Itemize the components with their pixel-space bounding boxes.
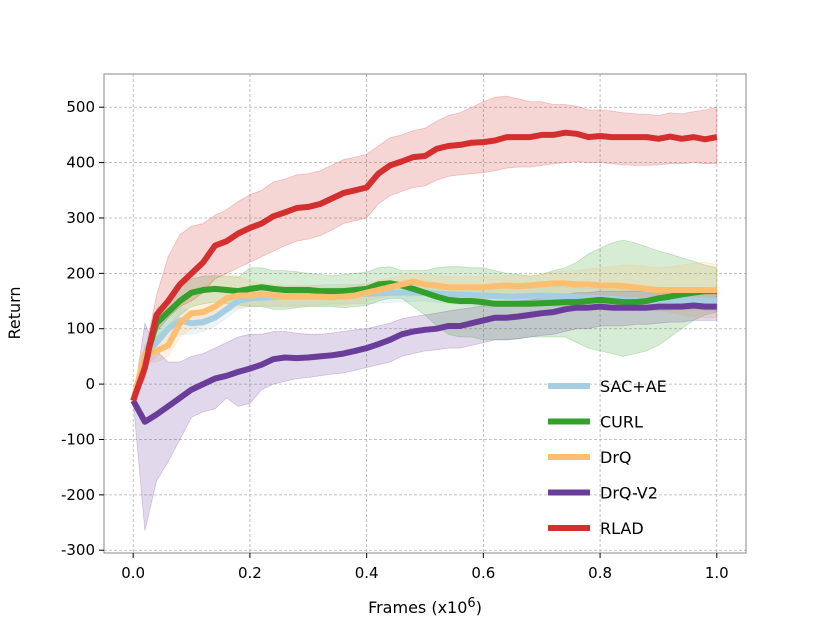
x-tick-label: 0.6: [471, 564, 495, 582]
series-lines: [130, 129, 718, 425]
legend-label-drq-v2: DrQ-V2: [600, 484, 658, 503]
y-tick-label: 300: [66, 209, 95, 227]
legend: SAC+AE CURL DrQ DrQ-V2 RLAD: [548, 377, 667, 538]
y-tick-label: 0: [85, 375, 95, 393]
y-tick-label: 400: [66, 154, 95, 172]
grid: [104, 74, 746, 553]
plot-frame: [103, 73, 747, 554]
x-tick-label: 1.0: [705, 564, 729, 582]
y-tick-label: -100: [61, 430, 95, 448]
rlad-line: [130, 129, 718, 402]
legend-label-curl: CURL: [600, 413, 643, 432]
y-tick-label: 200: [66, 264, 95, 282]
y-axis-label: Return: [5, 286, 24, 339]
y-tick-label: 500: [66, 98, 95, 116]
y-tick-label: -300: [61, 541, 95, 559]
x-tick-label: 0.4: [355, 564, 379, 582]
axis-ticks: 0.0 0.2 0.4 0.6 0.8 1.0 -300 -200 -100 0 100 200 300…: [61, 98, 729, 582]
x-axis-label-text: Frames (x10: [368, 598, 467, 617]
drq-v2-line: [130, 302, 717, 425]
y-tick-label: -200: [61, 486, 95, 504]
legend-label-drq: DrQ: [600, 448, 632, 467]
x-axis-label-exponent: 6: [467, 596, 475, 611]
x-axis-label: Frames (x106): [368, 596, 482, 617]
drq-line: [130, 278, 717, 402]
x-tick-label: 0.2: [238, 564, 262, 582]
legend-label-rlad: RLAD: [600, 519, 644, 538]
x-axis-label-suffix: ): [476, 598, 482, 617]
legend-label-sac-ae: SAC+AE: [600, 377, 667, 396]
x-tick-label: 0.8: [588, 564, 612, 582]
y-tick-label: 100: [66, 320, 95, 338]
x-tick-label: 0.0: [121, 564, 145, 582]
curl-line: [130, 280, 717, 402]
